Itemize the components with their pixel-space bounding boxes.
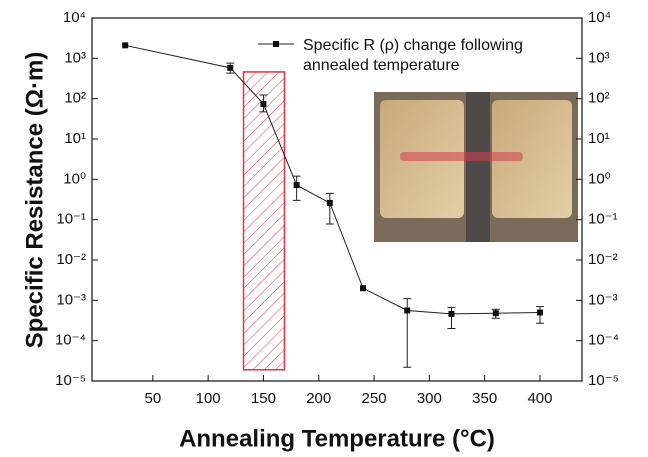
y-tick-label-right: 10⁻¹	[588, 211, 618, 228]
x-tick-label: 300	[417, 390, 442, 407]
data-point	[227, 64, 234, 71]
y-tick-label: 10⁻³	[56, 291, 86, 308]
data-point	[536, 309, 543, 316]
y-tick-label: 10⁻⁴	[55, 332, 86, 349]
plot-frame	[91, 17, 583, 382]
legend-marker	[273, 41, 279, 47]
y-tick-label: 10⁰	[63, 170, 86, 187]
legend-label: Specific R (ρ) change following annealed…	[303, 37, 523, 74]
x-axis-label: Annealing Temperature (°C)	[179, 425, 495, 452]
x-tick-label: 400	[527, 390, 552, 407]
data-point	[293, 182, 300, 189]
data-point	[492, 310, 499, 317]
y-tick-label-right: 10⁻²	[588, 251, 618, 268]
data-point	[404, 307, 411, 314]
x-tick-label: 250	[362, 390, 387, 407]
y-tick-label-right: 10³	[588, 49, 610, 66]
error-bar	[447, 306, 456, 330]
error-bar	[325, 192, 334, 225]
y-tick-label: 10¹	[64, 130, 86, 147]
data-point	[260, 100, 267, 107]
y-tick-label-right: 10⁻⁵	[588, 372, 619, 389]
error-bar	[292, 175, 301, 201]
y-tick-label-right: 10⁻³	[588, 291, 618, 308]
x-tick-label: 350	[472, 390, 497, 407]
y-tick-label-right: 10²	[588, 90, 610, 107]
y-tick-label: 10²	[64, 90, 86, 107]
y-tick-label: 10⁻¹	[56, 211, 86, 228]
data-point	[326, 199, 333, 206]
y-tick-label: 10⁴	[63, 9, 86, 26]
y-tick-label: 10⁻⁵	[55, 372, 86, 389]
y-axis-label: Specific Resistance (Ω·m)	[21, 52, 48, 349]
inset-photo	[374, 92, 578, 242]
y-tick-label-right: 10⁰	[588, 170, 611, 187]
y-tick-label-right: 10⁴	[588, 9, 611, 26]
x-tick-label: 150	[251, 390, 276, 407]
x-tick-label: 50	[144, 390, 161, 407]
y-tick-label: 10³	[64, 49, 86, 66]
data-point	[122, 42, 129, 49]
data-point	[448, 310, 455, 317]
highlight-region	[242, 71, 286, 371]
series-line	[125, 44, 540, 315]
x-tick-label: 100	[196, 390, 221, 407]
data-point	[359, 285, 366, 292]
y-tick-label-right: 10¹	[588, 130, 610, 147]
y-tick-label-right: 10⁻⁴	[588, 332, 619, 349]
y-tick-label: 10⁻²	[56, 251, 86, 268]
x-tick-label: 200	[306, 390, 331, 407]
